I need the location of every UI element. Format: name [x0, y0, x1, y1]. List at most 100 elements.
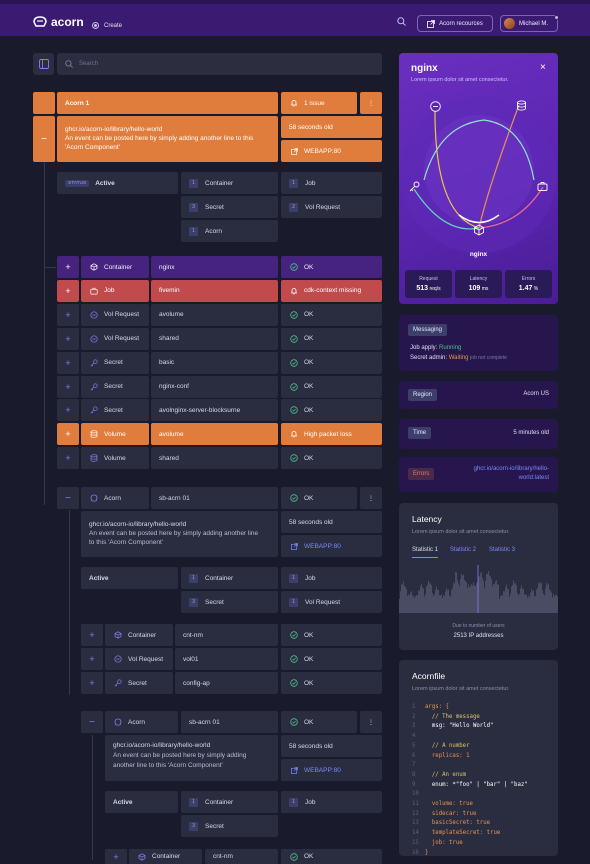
resource-state: OK [281, 375, 382, 398]
latency-bar [515, 583, 516, 613]
acorn-1-endpoint-link[interactable]: WEBAPP:80 [281, 140, 382, 162]
expand-button[interactable]: + [57, 375, 79, 398]
check-circle-icon [289, 852, 299, 862]
acornfile-subtitle: Lorem ipsum dolor sit amet consectetur. [412, 686, 510, 692]
resource-name[interactable]: avolnginx-server-blocksurne [151, 399, 278, 422]
check-circle-icon [289, 453, 299, 463]
acorn-icon [89, 493, 99, 503]
tab-statistic-1[interactable]: Statistic 1 [412, 547, 439, 558]
expand-button[interactable]: + [81, 624, 103, 646]
collapse-sidebar-button[interactable] [33, 53, 54, 75]
count-label: Secret [205, 822, 224, 830]
tab-statistic-2[interactable]: Statistic 2 [450, 547, 477, 553]
acorn-1-issues[interactable]: 1 issue [281, 92, 357, 114]
notification-dot [554, 15, 559, 20]
count-badge: 2 [289, 202, 298, 212]
status-vol-request-count[interactable]: 2 Vol Request [281, 196, 382, 218]
key-icon[interactable] [409, 181, 420, 194]
briefcase-icon[interactable] [537, 181, 548, 194]
status-secret-count[interactable]: 3 Secret [181, 196, 278, 218]
sub-acorn-2-row-name[interactable]: cnt-nm [205, 849, 278, 864]
resource-name[interactable]: avolume [151, 423, 278, 446]
latency-bar [448, 589, 449, 613]
sub-acorn-1-endpoint-link[interactable]: WEBAPP:80 [281, 535, 382, 557]
latency-bar [430, 583, 431, 613]
database-icon[interactable] [516, 100, 527, 113]
count-job[interactable]: 1 Job [281, 567, 382, 589]
acorn-1-menu-button[interactable]: ⋮ [360, 92, 382, 114]
errors-link[interactable]: ghcr.io/acorn-io/library/hello-world:lat… [474, 465, 549, 483]
age-text: 58 seconds old [289, 518, 333, 526]
plus-icon: + [65, 357, 71, 368]
resource-name[interactable]: shared [151, 447, 278, 470]
topbar-search-icon[interactable] [397, 17, 406, 28]
sub-acorn-1-state: OK [281, 487, 357, 509]
expand-button[interactable]: + [57, 447, 79, 470]
status-value: Active [89, 574, 109, 582]
count-job[interactable]: 1 Job [281, 791, 382, 813]
acorn-1-title[interactable]: Acorn 1 [57, 92, 278, 114]
sub-acorn-2-collapse-button[interactable]: − [81, 711, 103, 733]
resource-name[interactable]: fivemin [151, 279, 278, 302]
search-input[interactable]: Search [57, 53, 382, 75]
user-menu[interactable]: Michael M. [500, 15, 558, 32]
sub-acorn-2-endpoint-link[interactable]: WEBAPP:80 [281, 759, 382, 781]
resource-type: Volume [81, 423, 149, 446]
latency-bar [507, 588, 508, 613]
expand-button[interactable]: + [57, 423, 79, 446]
acorn-resources-button[interactable]: Acorn recources [417, 15, 493, 32]
resource-name[interactable]: config-ap [175, 672, 278, 694]
count-badge: 1 [189, 797, 198, 807]
status-acorn-count[interactable]: 1 Acorn [181, 220, 278, 242]
code-line: 2 // The message [412, 713, 528, 723]
count-vol-request[interactable]: 1 Vol Request [281, 591, 382, 613]
resource-name[interactable]: basic [151, 351, 278, 374]
acorn-logo[interactable]: acorn [32, 15, 84, 29]
create-button[interactable]: Create [92, 22, 122, 29]
latency-bar [509, 596, 510, 613]
sub-acorn-1-name[interactable]: sb-acrn 01 [151, 487, 278, 509]
resource-name[interactable]: avolume [151, 303, 278, 326]
count-badge: 1 [289, 597, 298, 607]
latency-bar [549, 589, 550, 613]
expand-button[interactable]: + [57, 256, 79, 278]
expand-button[interactable]: + [57, 303, 79, 326]
expand-button[interactable]: + [105, 849, 127, 864]
count-secret[interactable]: 3 Secret [181, 815, 278, 837]
code-line: 1 args: { [412, 703, 528, 713]
count-container[interactable]: 1 Container [181, 567, 278, 589]
latency-bar [437, 589, 438, 613]
count-secret[interactable]: 3 Secret [181, 591, 278, 613]
tab-statistic-3[interactable]: Statistic 3 [489, 547, 516, 553]
expand-button[interactable]: + [81, 648, 103, 670]
type-label: Job [104, 287, 115, 295]
sub-acorn-2-menu-button[interactable]: ⋮ [360, 711, 382, 733]
latency-bar [541, 582, 542, 613]
latency-bar [404, 585, 405, 613]
status-container-count[interactable]: 1 Container [181, 172, 278, 194]
count-container[interactable]: 1 Container [181, 791, 278, 813]
resource-name[interactable]: shared [151, 327, 278, 350]
resource-name[interactable]: nginx [151, 256, 278, 278]
expand-button[interactable]: + [57, 279, 79, 302]
latency-bar [458, 583, 459, 613]
acorn-1-collapse-button[interactable]: − [33, 116, 55, 162]
sub-acorn-1-menu-button[interactable]: ⋮ [360, 487, 382, 509]
resource-name[interactable]: vol01 [175, 648, 278, 670]
sub-acorn-1-collapse-button[interactable]: − [57, 487, 79, 509]
minus-circle-icon[interactable] [430, 101, 441, 114]
expand-button[interactable]: + [81, 672, 103, 694]
latency-bar [407, 596, 408, 613]
latency-bar [424, 596, 425, 613]
cube-icon[interactable] [473, 224, 485, 238]
status-job-count[interactable]: 1 Job [281, 172, 382, 194]
resource-name[interactable]: cnt-nm [175, 624, 278, 646]
expand-button[interactable]: + [57, 351, 79, 374]
resource-name[interactable]: nginx-conf [151, 375, 278, 398]
expand-button[interactable]: + [57, 327, 79, 350]
name-label: fivemin [159, 287, 180, 295]
expand-button[interactable]: + [57, 399, 79, 422]
latency-bar [482, 578, 483, 613]
close-icon[interactable]: × [540, 62, 546, 73]
sub-acorn-2-name[interactable]: sb-acrn 01 [181, 711, 278, 733]
